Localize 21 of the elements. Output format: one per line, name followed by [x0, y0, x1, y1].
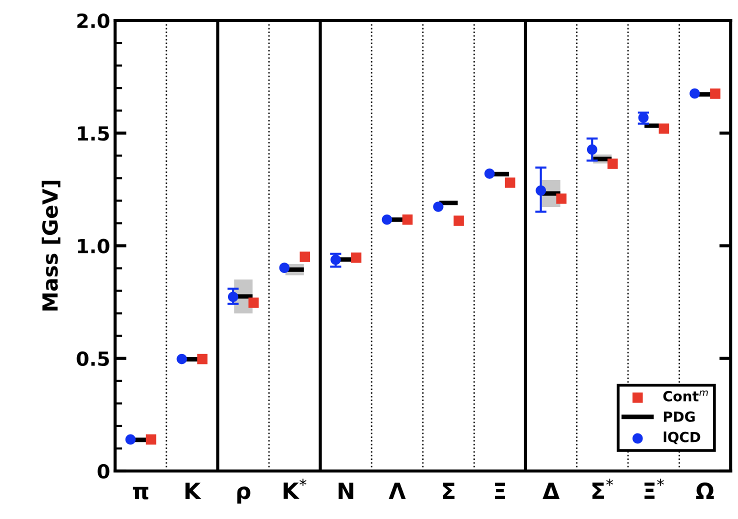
x-tick-label: Σ: [442, 482, 454, 499]
x-tick-label: Ξ: [494, 482, 505, 499]
x-tick-label: Λ: [388, 482, 406, 499]
x-tick-label: Ω: [696, 482, 714, 499]
x-tick-label: Ξ$^{*}$: [644, 478, 664, 499]
y-tick-label: 0: [98, 464, 110, 479]
legend-label: lQCD: [664, 432, 700, 444]
x-tick-label: π: [132, 486, 148, 500]
x-tick-label: K$^{*}$: [284, 478, 306, 499]
x-tick-label: Δ: [542, 482, 560, 499]
x-tick-label: Σ$^{*}$: [592, 478, 614, 499]
y-tick-label: 1.0: [78, 238, 110, 254]
y-axis-title: Mass [GeV]: [42, 180, 60, 310]
y-tick-label: 0.5: [76, 351, 109, 366]
legend-label: PDG: [664, 411, 695, 422]
x-tick-label: ρ: [237, 486, 250, 504]
x-tick-label: N: [338, 482, 354, 499]
y-tick-label: 2.0: [77, 13, 110, 28]
legend-label: Cont$^{m}$: [663, 390, 708, 402]
x-tick-label: K: [185, 482, 202, 499]
y-tick-label: 1.5: [78, 126, 109, 141]
